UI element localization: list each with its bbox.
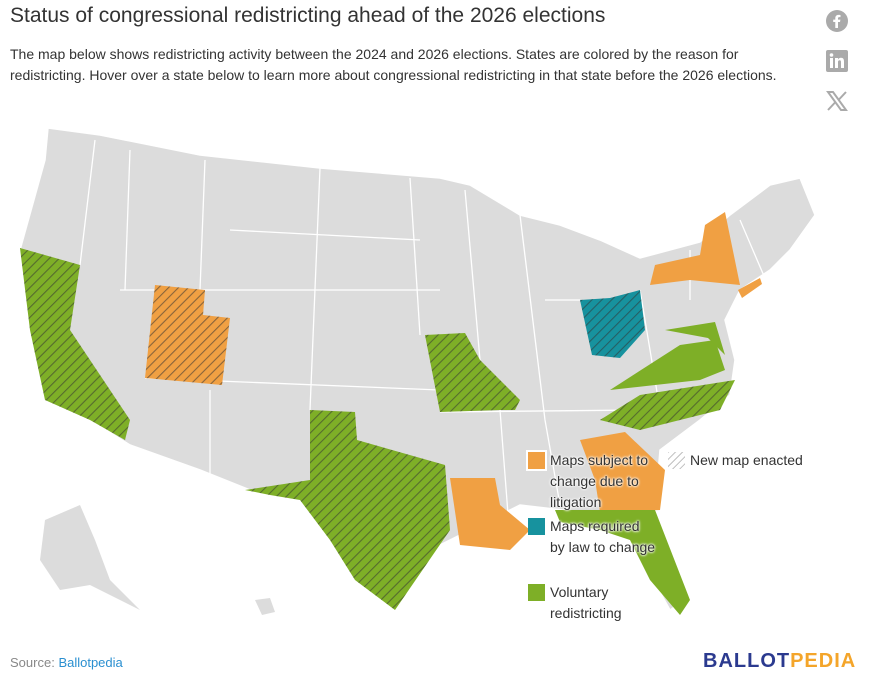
hawaii: [255, 598, 275, 615]
state-virginia[interactable]: [610, 340, 725, 390]
linkedin-icon[interactable]: [824, 48, 850, 74]
hatch-california: [20, 248, 130, 440]
legend-label: Maps required by law to change: [550, 518, 656, 555]
hatch-utah: [145, 285, 230, 385]
colored-states: [20, 212, 762, 615]
x-icon[interactable]: [824, 88, 850, 114]
hatch-missouri: [425, 333, 520, 412]
alaska: [40, 505, 140, 610]
state-new-jersey[interactable]: [738, 278, 762, 298]
source-label: Source:: [10, 655, 55, 670]
legend-label: Voluntary redistricting: [550, 584, 622, 621]
legend-swatch-hatch: [668, 452, 685, 469]
legend-swatch-teal: [528, 518, 545, 535]
hatch-texas: [245, 410, 450, 610]
legend-label: Maps subject to change due to litigation: [550, 452, 649, 510]
facebook-icon[interactable]: [824, 8, 850, 34]
legend-required: Maps required by law to change: [528, 516, 658, 558]
state-new-york[interactable]: [650, 212, 740, 285]
source-link[interactable]: Ballotpedia: [58, 655, 123, 670]
state-georgia[interactable]: [580, 432, 665, 512]
us-map: [19, 127, 816, 615]
legend-litigation: Maps subject to change due to litigation: [526, 450, 668, 513]
legend-new-map: New map enacted: [668, 450, 828, 471]
legend-swatch-green: [528, 584, 545, 601]
description: The map below shows redistricting activi…: [10, 46, 777, 83]
hatch-north-carolina: [600, 380, 735, 430]
legend-voluntary: Voluntary redistricting: [528, 582, 648, 624]
logo-part-pedia: PEDIA: [790, 650, 857, 672]
state-maryland[interactable]: [665, 322, 725, 355]
logo-part-ballot: BALLOT: [703, 650, 791, 672]
hatch-ohio: [580, 290, 645, 358]
state-florida[interactable]: [555, 510, 690, 615]
legend-label: New map enacted: [690, 452, 803, 468]
legend-swatch-orange: [526, 450, 547, 471]
source: Source: Ballotpedia: [10, 655, 123, 670]
page-title: Status of congressional redistricting ah…: [10, 4, 606, 27]
ballotpedia-logo[interactable]: BALLOTPEDIA: [703, 650, 856, 673]
state-louisiana[interactable]: [450, 478, 530, 550]
